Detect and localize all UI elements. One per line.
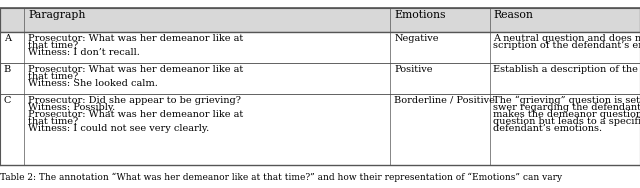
Text: A: A	[4, 34, 11, 43]
Text: B: B	[4, 65, 11, 74]
Bar	[0, 32, 640, 63]
Text: A neutral question and does not establish a de-: A neutral question and does not establis…	[493, 34, 640, 43]
Text: Negative: Negative	[394, 34, 439, 43]
Text: scription of the defendant’s emotion.: scription of the defendant’s emotion.	[493, 41, 640, 50]
Text: defendant’s emotions.: defendant’s emotions.	[493, 124, 603, 133]
Text: Prosecutor: What was her demeanor like at: Prosecutor: What was her demeanor like a…	[28, 65, 243, 74]
Bar	[0, 94, 640, 165]
Text: Prosecutor: What was her demeanor like at: Prosecutor: What was her demeanor like a…	[28, 110, 243, 119]
Text: Prosecutor: Did she appear to be grieving?: Prosecutor: Did she appear to be grievin…	[28, 96, 241, 105]
Text: Borderline / Positive: Borderline / Positive	[394, 96, 495, 105]
Text: Witness: I could not see very clearly.: Witness: I could not see very clearly.	[28, 124, 209, 133]
Text: that time?: that time?	[28, 117, 79, 126]
Text: Table 2: The annotation “What was her demeanor like at that time?” and how their: Table 2: The annotation “What was her de…	[0, 173, 562, 182]
Text: Prosecutor: What was her demeanor like at: Prosecutor: What was her demeanor like a…	[28, 34, 243, 43]
Text: Positive: Positive	[394, 65, 433, 74]
Text: The “grieving” question is setting up for an an-: The “grieving” question is setting up fo…	[493, 96, 640, 105]
Text: Witness: Possibly.: Witness: Possibly.	[28, 103, 115, 112]
Text: makes the demeanor question more than a neutral: makes the demeanor question more than a …	[493, 110, 640, 119]
Text: C: C	[4, 96, 12, 105]
Text: Establish a description of the defendant’s emotion.: Establish a description of the defendant…	[493, 65, 640, 74]
Text: that time?: that time?	[28, 41, 79, 50]
Text: Reason: Reason	[493, 10, 533, 20]
Text: question but leads to a specific answer about the: question but leads to a specific answer …	[493, 117, 640, 126]
Text: that time?: that time?	[28, 72, 79, 81]
Bar	[0, 63, 640, 94]
Bar	[0, 8, 640, 32]
Text: Paragraph: Paragraph	[28, 10, 86, 20]
Text: Witness: I don’t recall.: Witness: I don’t recall.	[28, 48, 140, 57]
Text: Emotions: Emotions	[394, 10, 445, 20]
Text: swer regarding the defendant’s emotions.  This: swer regarding the defendant’s emotions.…	[493, 103, 640, 112]
Text: Witness: She looked calm.: Witness: She looked calm.	[28, 79, 158, 88]
